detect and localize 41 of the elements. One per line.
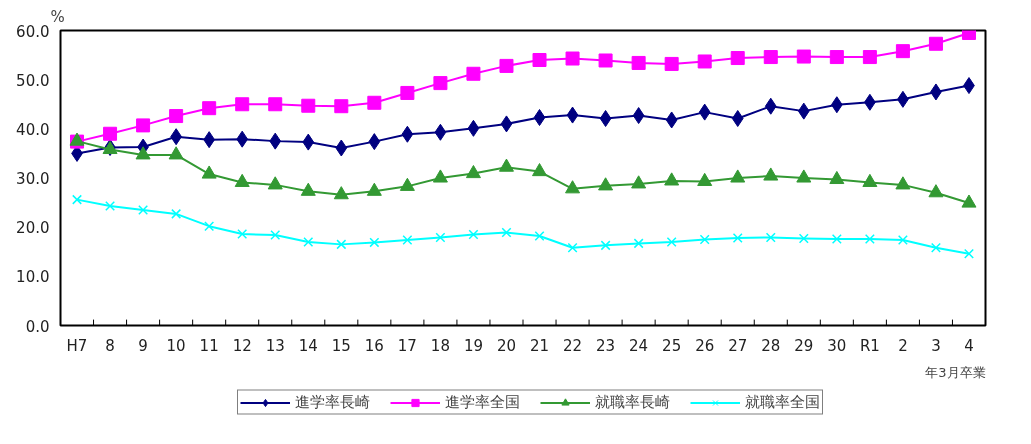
x-tick-label: 23 [596,336,616,355]
y-tick-label: 0.0 [25,317,50,336]
x-tick-label: 11 [199,336,219,355]
x-tick-label: 9 [138,336,148,355]
x-tick-label: 13 [265,336,285,355]
y-tick-label: 40.0 [16,120,50,139]
x-tick-label: 27 [728,336,748,355]
legend-label: 就職率長崎 [595,392,670,412]
x-tick-label: 26 [695,336,715,355]
x-tick-label: 22 [563,336,583,355]
x-tick-label: 14 [298,336,318,355]
y-tick-label: 20.0 [16,219,50,238]
y-tick-label: 30.0 [16,170,50,188]
legend-label: 進学率全国 [445,392,520,412]
y-tick-label: 50.0 [16,71,50,90]
legend-label: 就職率全国 [745,392,820,412]
x-tick-label: 19 [463,336,483,355]
x-axis-title: 年3月卒業 [925,364,986,380]
x-tick-label: 3 [931,336,941,355]
x-tick-label: 8 [105,336,115,355]
y-tick-label: 60.0 [16,22,50,41]
x-tick-label: 21 [529,336,550,355]
x-tick-label: 29 [794,336,814,355]
x-tick-label: 24 [629,336,649,355]
x-tick-label: 20 [496,336,517,355]
x-tick-label: 2 [898,336,908,355]
x-tick-label: 25 [662,336,682,355]
x-tick-label: 15 [331,336,351,355]
legend-label: 進学率長崎 [295,392,370,412]
x-tick-label: 30 [827,336,847,355]
x-tick-label: 18 [430,336,450,355]
x-tick-label: R1 [859,336,880,355]
x-tick-label: 12 [232,336,252,355]
x-tick-label: 28 [761,336,781,355]
y-axis-title: % [50,7,65,26]
x-tick-label: 4 [964,336,974,355]
x-tick-label: 10 [166,336,186,355]
x-tick-label: 17 [397,336,417,355]
y-tick-label: 10.0 [16,268,50,287]
x-tick-label: 16 [364,336,384,355]
x-tick-label: H7 [66,336,88,355]
